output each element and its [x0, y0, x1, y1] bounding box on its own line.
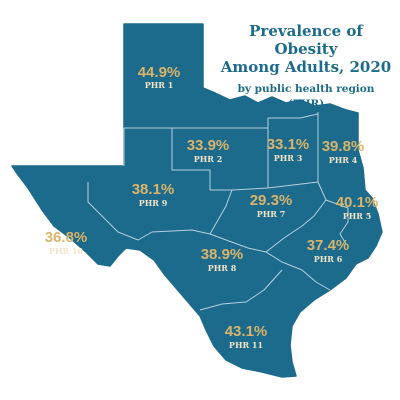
map-subtitle-line-1: by public health region — [237, 83, 375, 95]
value-label-phr-1: 44.9% — [138, 64, 181, 81]
value-label-phr-10: 36.8% — [45, 229, 88, 246]
region-label-phr-11: PHR 11 — [229, 340, 263, 350]
map-subtitle: by public health region (PHR) — [220, 82, 392, 112]
value-label-phr-9: 38.1% — [132, 181, 175, 198]
region-label-phr-3: PHR 3 — [274, 153, 303, 163]
value-label-phr-6: 37.4% — [307, 237, 350, 254]
region-label-phr-2: PHR 2 — [194, 154, 223, 164]
region-label-phr-9: PHR 9 — [139, 198, 168, 208]
value-label-phr-3: 33.1% — [267, 136, 310, 153]
map-title-line-1: Prevalence of Obesity — [249, 22, 363, 58]
value-label-phr-2: 33.9% — [187, 137, 230, 154]
region-label-phr-4: PHR 4 — [329, 155, 358, 165]
region-label-phr-5: PHR 5 — [343, 211, 372, 221]
region-label-phr-7: PHR 7 — [257, 209, 286, 219]
region-label-phr-8: PHR 8 — [208, 263, 237, 273]
value-label-phr-8: 38.9% — [201, 246, 244, 263]
texas-state-shape — [11, 23, 383, 378]
region-label-phr-10: PHR 10 — [49, 246, 84, 256]
map-title: Prevalence of Obesity Among Adults, 2020 — [220, 22, 392, 76]
value-label-phr-11: 43.1% — [225, 323, 268, 340]
map-subtitle-line-2: (PHR) — [287, 98, 325, 110]
value-label-phr-7: 29.3% — [250, 192, 293, 209]
value-label-phr-5: 40.1% — [336, 194, 379, 211]
region-label-phr-6: PHR 6 — [314, 254, 343, 264]
region-label-phr-1: PHR 1 — [145, 80, 174, 90]
value-label-phr-4: 39.8% — [322, 138, 365, 155]
region-labels: 44.9% PHR 1 33.9% PHR 2 33.1% PHR 3 39.8… — [45, 64, 379, 350]
region-borders — [87, 112, 349, 311]
map-title-line-2: Among Adults, 2020 — [220, 58, 392, 76]
title-block: Prevalence of Obesity Among Adults, 2020… — [220, 22, 392, 112]
